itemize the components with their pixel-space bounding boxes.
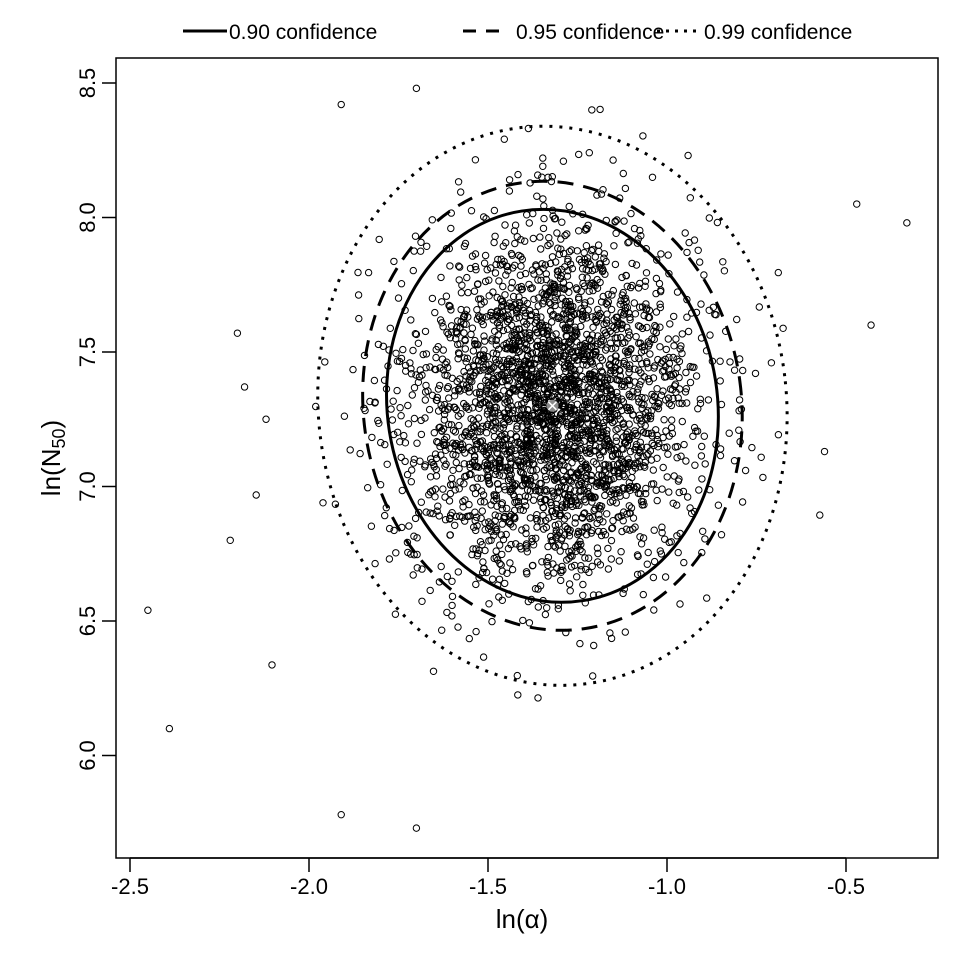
y-tick-label: 8.5 (75, 68, 100, 99)
x-tick-label: -1.0 (648, 874, 686, 899)
y-tick-label: 7.5 (75, 337, 100, 368)
ellipse-dotted (316, 124, 789, 687)
y-axis-title-close: ) (36, 420, 66, 429)
y-tick-label: 6.0 (75, 740, 100, 771)
legend: 0.90 confidence 0.95 confidence 0.99 con… (183, 21, 852, 44)
svg-text:ln(N50): ln(N50) (36, 420, 69, 496)
legend-label-095: 0.95 confidence (516, 21, 664, 44)
x-tick-label: -2.5 (111, 874, 149, 899)
x-axis-title: ln(α) (496, 904, 549, 934)
ellipse-dashed (361, 179, 744, 632)
x-tick-label: -1.5 (469, 874, 507, 899)
legend-label-090: 0.90 confidence (229, 21, 377, 44)
x-tick-label: -2.0 (290, 874, 328, 899)
y-axis-title-subscript: 50 (49, 428, 69, 448)
y-axis-title: ln(N50) (36, 420, 69, 496)
y-tick-label: 7.0 (75, 471, 100, 502)
x-tick-label: -0.5 (827, 874, 865, 899)
y-axis: 6.0 6.5 7.0 7.5 8.0 8.5 (75, 68, 116, 771)
x-axis: -2.5 -2.0 -1.5 -1.0 -0.5 (111, 857, 865, 899)
y-tick-label: 8.0 (75, 202, 100, 233)
confidence-ellipses (316, 124, 789, 687)
y-tick-label: 6.5 (75, 606, 100, 637)
ellipse-solid (385, 207, 720, 604)
point-estimate-marker-icon (546, 399, 559, 412)
y-axis-title-main: ln(N (36, 449, 66, 497)
scatter-points (144, 84, 911, 832)
legend-label-099: 0.99 confidence (704, 21, 852, 44)
